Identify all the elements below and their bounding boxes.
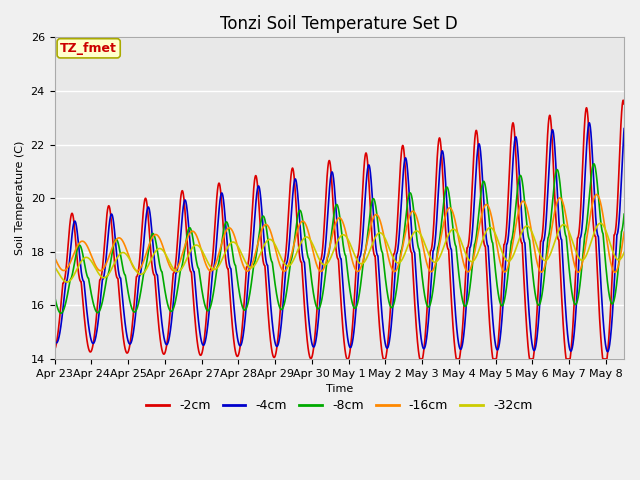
-8cm — [548, 207, 556, 213]
Y-axis label: Soil Temperature (C): Soil Temperature (C) — [15, 141, 25, 255]
-8cm — [294, 213, 301, 218]
-8cm — [150, 231, 157, 237]
-32cm — [294, 247, 301, 253]
-16cm — [609, 267, 617, 273]
-16cm — [611, 269, 619, 275]
-32cm — [150, 252, 157, 258]
-16cm — [150, 233, 157, 239]
-16cm — [593, 192, 600, 197]
-2cm — [548, 130, 556, 136]
Line: -32cm: -32cm — [54, 223, 624, 282]
Line: -2cm: -2cm — [54, 100, 624, 359]
Line: -16cm: -16cm — [54, 194, 624, 272]
-32cm — [63, 279, 71, 285]
-8cm — [609, 300, 617, 305]
-4cm — [620, 126, 628, 132]
-32cm — [620, 250, 628, 255]
-32cm — [596, 220, 604, 226]
X-axis label: Time: Time — [326, 384, 353, 394]
-2cm — [116, 295, 124, 301]
-16cm — [548, 227, 556, 232]
-8cm — [51, 293, 58, 299]
Line: -8cm: -8cm — [54, 164, 624, 313]
-16cm — [269, 237, 276, 242]
-2cm — [620, 97, 627, 103]
-32cm — [116, 252, 124, 257]
-8cm — [620, 211, 628, 217]
-2cm — [150, 270, 157, 276]
-32cm — [269, 239, 277, 244]
-2cm — [609, 252, 617, 258]
-16cm — [51, 254, 58, 260]
-2cm — [620, 101, 628, 107]
-4cm — [269, 326, 276, 332]
Text: TZ_fmet: TZ_fmet — [60, 42, 117, 55]
-32cm — [609, 250, 617, 255]
-4cm — [51, 337, 58, 343]
-16cm — [294, 227, 301, 233]
-4cm — [548, 130, 556, 136]
Legend: -2cm, -4cm, -8cm, -16cm, -32cm: -2cm, -4cm, -8cm, -16cm, -32cm — [141, 394, 537, 417]
-32cm — [51, 264, 58, 270]
-16cm — [116, 235, 124, 241]
-2cm — [269, 353, 276, 359]
-2cm — [343, 356, 351, 362]
-4cm — [150, 246, 157, 252]
-32cm — [548, 248, 556, 253]
-4cm — [294, 191, 301, 196]
-2cm — [294, 229, 301, 235]
-8cm — [57, 311, 65, 316]
Line: -4cm: -4cm — [54, 123, 624, 352]
-8cm — [116, 247, 124, 253]
Title: Tonzi Soil Temperature Set D: Tonzi Soil Temperature Set D — [220, 15, 458, 33]
-4cm — [604, 349, 611, 355]
-4cm — [586, 120, 593, 126]
-8cm — [269, 266, 277, 272]
-8cm — [590, 161, 598, 167]
-4cm — [609, 298, 617, 303]
-4cm — [116, 274, 124, 279]
-2cm — [51, 347, 58, 353]
-16cm — [620, 229, 628, 235]
